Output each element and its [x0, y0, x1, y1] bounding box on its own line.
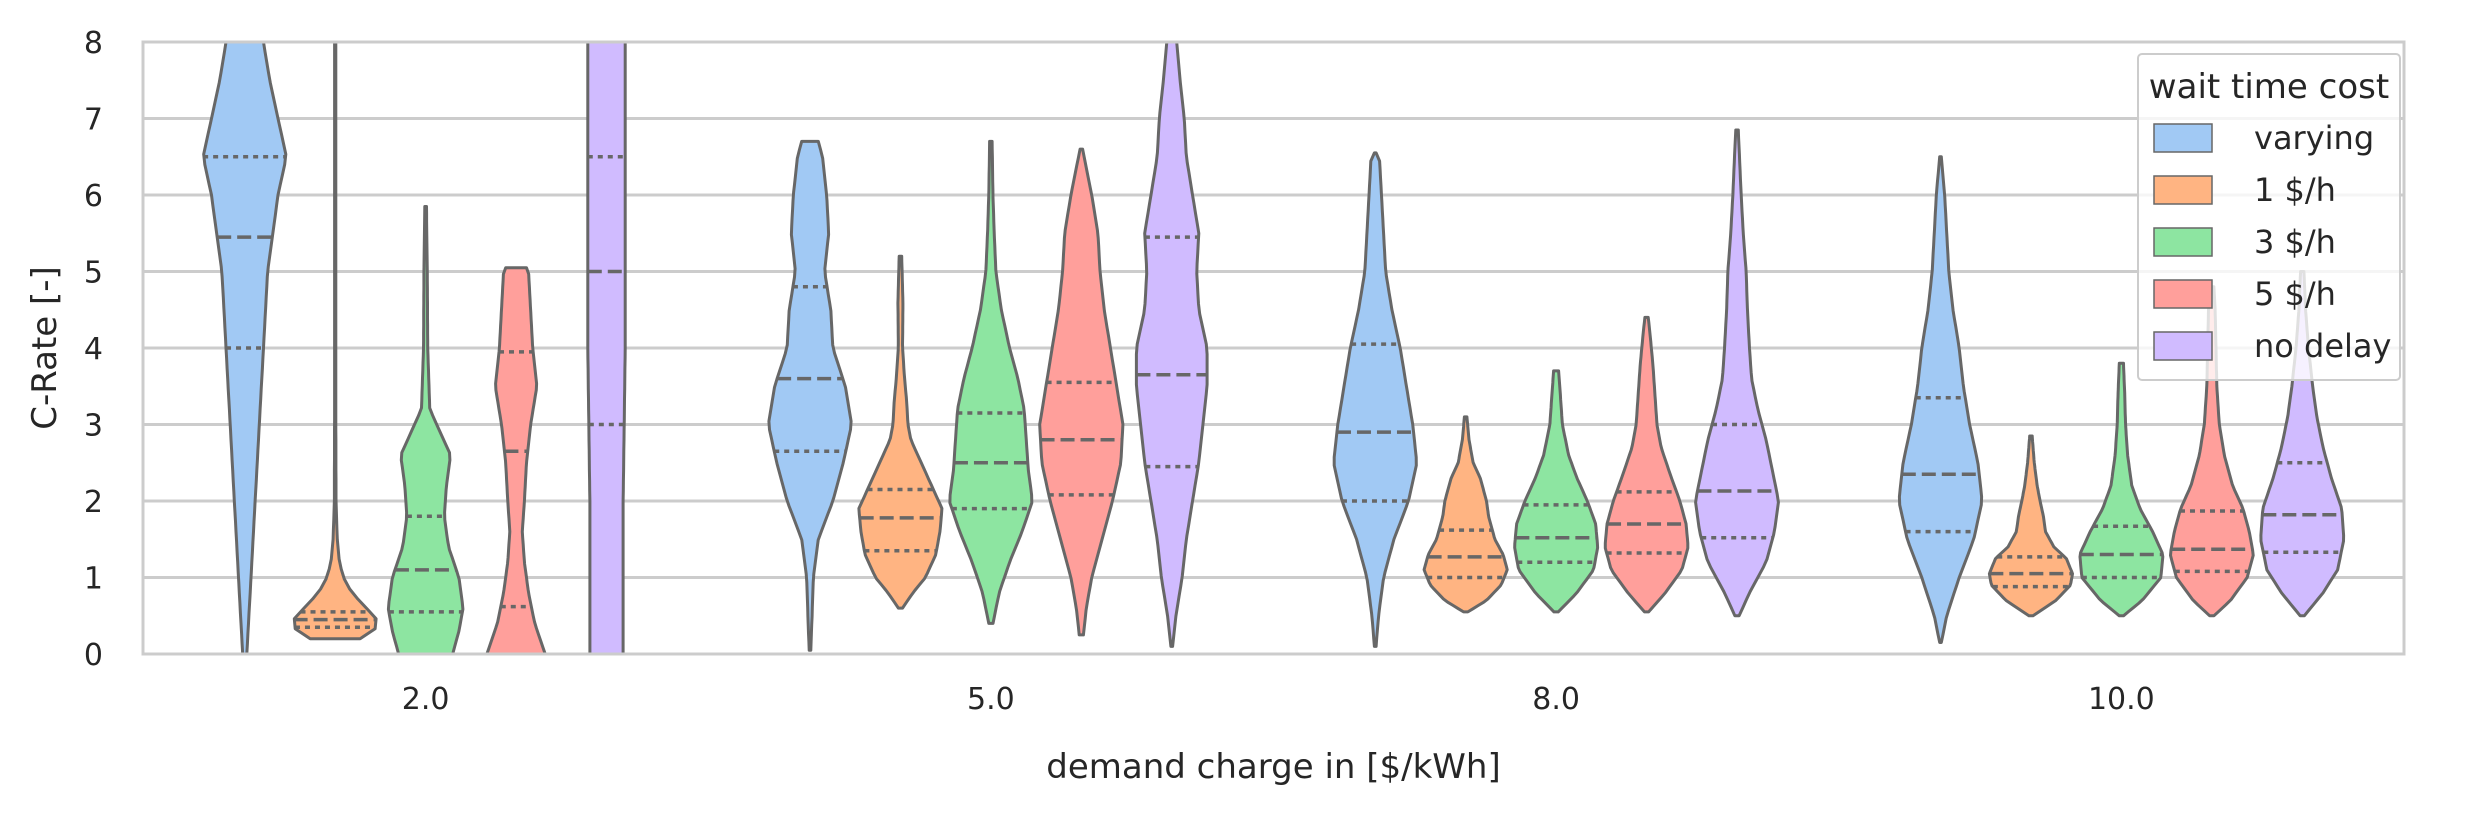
plot-frame	[141, 40, 2406, 656]
violin-body	[1987, 434, 2074, 618]
violin-body	[857, 254, 944, 610]
legend-label: 5 $/h	[2254, 275, 2336, 313]
legend-title: wait time cost	[2149, 67, 2389, 107]
violin-body	[1422, 415, 1509, 614]
legend-label: no delay	[2254, 327, 2391, 365]
violin-varying-5.0	[767, 139, 853, 652]
violin-body	[1694, 128, 1780, 618]
legend: wait time cost varying 1 $/h 3 $/h 5 $/h no …	[2137, 53, 2401, 381]
y-tick-label: 8	[84, 26, 103, 61]
y-tick-label: 2	[84, 485, 103, 520]
violin-body	[1038, 147, 1125, 637]
violin-body	[2078, 361, 2165, 618]
x-tick-label: 5.0	[967, 682, 1015, 717]
violin-varying-10.0	[1897, 155, 1984, 644]
violin-body	[1332, 151, 1418, 648]
legend-swatch	[2153, 331, 2213, 361]
y-tick-label: 7	[84, 103, 103, 138]
violin-body	[202, 42, 288, 654]
violin-1-h-5.0	[857, 254, 944, 610]
violin-varying-2.0	[202, 42, 288, 654]
violin-5-h-5.0	[1038, 147, 1125, 637]
violin-1-h-8.0	[1422, 415, 1509, 614]
violins	[202, 42, 2346, 654]
violin-body	[586, 42, 627, 654]
legend-entry: 1 $/h	[2153, 171, 2336, 209]
x-tick-label: 10.0	[2088, 682, 2155, 717]
legend-entry: 3 $/h	[2153, 223, 2336, 261]
y-axis-label: C-Rate [-]	[25, 266, 65, 430]
y-tick-label: 3	[84, 409, 103, 444]
y-tick-label: 4	[84, 332, 103, 367]
violin-1-h-10.0	[1987, 434, 2074, 618]
violin-body	[767, 139, 853, 652]
y-tick-labels: 0 1 2 3 4 5 6 7 8	[84, 26, 103, 673]
y-tick-label: 6	[84, 179, 103, 214]
legend-entry: varying	[2153, 119, 2374, 157]
x-axis-label: demand charge in [$/kWh]	[1046, 747, 1500, 787]
y-tick-label: 0	[84, 638, 103, 673]
legend-swatch	[2153, 175, 2213, 205]
violin-body	[386, 205, 465, 654]
legend-entry: no delay	[2153, 327, 2391, 365]
x-tick-label: 8.0	[1532, 682, 1580, 717]
violin-body	[1134, 42, 1209, 648]
violin-no-delay-2.0	[586, 42, 627, 654]
violin-5-h-8.0	[1603, 315, 1690, 614]
violin-no-delay-5.0	[1134, 42, 1209, 648]
x-tick-label: 2.0	[402, 682, 450, 717]
violin-body	[948, 139, 1034, 625]
legend-label: 1 $/h	[2254, 171, 2336, 209]
y-tick-label: 1	[84, 562, 103, 597]
y-tick-label: 5	[84, 256, 103, 291]
violin-3-h-5.0	[948, 139, 1034, 625]
legend-swatch	[2153, 279, 2213, 309]
violin-3-h-8.0	[1513, 369, 1600, 614]
violin-1-h-2.0	[292, 42, 378, 641]
violin-3-h-10.0	[2078, 361, 2165, 618]
violin-varying-8.0	[1332, 151, 1418, 648]
violin-no-delay-8.0	[1694, 128, 1780, 618]
legend-label: varying	[2254, 119, 2374, 157]
violin-3-h-2.0	[386, 205, 465, 654]
violin-body	[292, 42, 378, 641]
legend-swatch	[2153, 227, 2213, 257]
violin-5-h-2.0	[485, 266, 547, 654]
violin-body	[1603, 315, 1690, 614]
legend-label: 3 $/h	[2254, 223, 2336, 261]
legend-swatch	[2153, 123, 2213, 153]
x-tick-labels: 2.0 5.0 8.0 10.0	[402, 682, 2155, 717]
violin-body	[1513, 369, 1600, 614]
legend-entry: 5 $/h	[2153, 275, 2336, 313]
violin-body	[1897, 155, 1984, 644]
legend-entries: varying 1 $/h 3 $/h 5 $/h no delay	[2153, 119, 2391, 365]
violin-body	[485, 266, 547, 654]
